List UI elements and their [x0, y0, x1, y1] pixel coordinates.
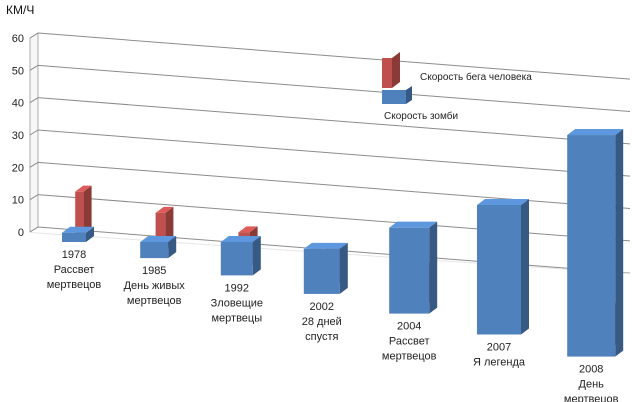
x-category-label-line: 1992: [225, 282, 249, 294]
legend-zombie-swatch-side: [406, 86, 412, 104]
legend-human-swatch-side: [392, 52, 400, 88]
bar-zombie-speed: [567, 135, 616, 357]
gridline-side: [29, 32, 39, 39]
x-category-label-line: мертвецов: [127, 295, 182, 307]
y-tick-label: 20: [12, 162, 24, 174]
x-category-label-line: День: [579, 379, 605, 391]
x-category-label: 2004 Рассвет мертвецов: [382, 321, 437, 363]
legend-human-swatch: [382, 58, 392, 88]
x-category-label-line: 28 дней: [302, 316, 342, 328]
x-category-label-line: День живых: [124, 280, 186, 292]
bar-zombie-speed: [220, 242, 253, 276]
bar-zombie-side: [86, 226, 94, 242]
x-category-label-line: мертвецов: [47, 279, 102, 291]
bar-zombie-side: [168, 236, 177, 259]
y-unit-label: КМ/Ч: [6, 3, 35, 17]
bar-human-speed: [155, 212, 166, 251]
gridline: [37, 194, 631, 242]
x-category-label: 1978 Рассвет мертвецов: [47, 249, 102, 291]
x-category-label-line: спустя: [305, 331, 338, 343]
bar-zombie-speed: [140, 242, 169, 259]
legend-human-label: Скорость бега человека: [420, 71, 532, 83]
gridline: [37, 64, 631, 113]
gridline-side: [29, 226, 39, 233]
gridline-side: [29, 129, 39, 136]
y-tick-label: 60: [12, 33, 24, 45]
x-category-label: 1985 День живых мертвецов: [124, 265, 186, 307]
bar-zombie-side: [339, 242, 348, 294]
bar-human-speed: [75, 191, 84, 234]
x-category-label-line: мертвецов: [564, 394, 619, 402]
bar-zombie-top: [62, 226, 94, 233]
x-category-label: 1992 Зловещие мертвецы: [211, 282, 263, 324]
x-category-label-line: 2008: [579, 364, 603, 376]
bar-zombie-top: [477, 199, 529, 205]
x-category-label-line: 2007: [487, 342, 511, 354]
gridline-side: [29, 161, 39, 168]
bar-human-side: [83, 185, 92, 234]
x-category-label: 2007 Я легенда: [473, 342, 526, 369]
x-category-label-line: мертвецы: [211, 312, 262, 324]
bar-zombie-top: [140, 236, 177, 242]
bar-zombie-speed: [477, 205, 521, 335]
bar-zombie-top: [567, 129, 624, 136]
x-category-label-line: Рассвет: [54, 264, 95, 276]
x-category-label-line: 1978: [62, 249, 86, 261]
y-tick-label: 30: [12, 130, 24, 142]
bar-human-top: [238, 226, 258, 233]
y-tick-label: 0: [18, 227, 24, 239]
bar-zombie-top: [303, 242, 348, 249]
bar-zombie-side: [252, 236, 261, 276]
bar-zombie-speed: [389, 227, 430, 314]
x-category-label-line: мертвецов: [382, 351, 437, 363]
x-category-label-line: 2002: [310, 301, 334, 313]
bar-zombie-speed: [303, 248, 340, 294]
x-category-label-line: Зловещие: [211, 297, 263, 309]
gridline-side: [29, 97, 39, 104]
legend-zombie-label: Скорость зомби: [384, 110, 458, 122]
gridline: [37, 161, 631, 210]
x-category-label: 2008 День мертвецов: [564, 364, 619, 402]
x-category-label-line: 1985: [142, 265, 166, 277]
bar-zombie-top: [389, 221, 438, 228]
x-category-label-line: Я легенда: [473, 357, 526, 369]
x-category-label: 2002 28 дней спустя: [302, 301, 342, 343]
bar-zombie-top: [220, 236, 261, 242]
y-tick-label: 40: [12, 98, 24, 110]
bar-zombie-speed: [62, 232, 86, 242]
gridline-side: [29, 194, 39, 201]
x-category-label-line: 2004: [397, 321, 421, 333]
bar-zombie-side: [615, 129, 624, 357]
gridline: [37, 97, 631, 145]
gridline: [37, 32, 631, 80]
bar-human-top: [75, 185, 92, 192]
y-tick-label: 50: [12, 65, 24, 77]
gridline-side: [29, 64, 39, 71]
y-tick-label: 10: [12, 195, 24, 207]
bar-zombie-side: [429, 221, 438, 314]
bar-zombie-side: [521, 199, 529, 335]
x-category-label-line: Рассвет: [389, 336, 430, 348]
gridline: [37, 129, 631, 177]
bar-human-top: [155, 206, 174, 213]
legend-zombie-swatch: [382, 90, 406, 104]
